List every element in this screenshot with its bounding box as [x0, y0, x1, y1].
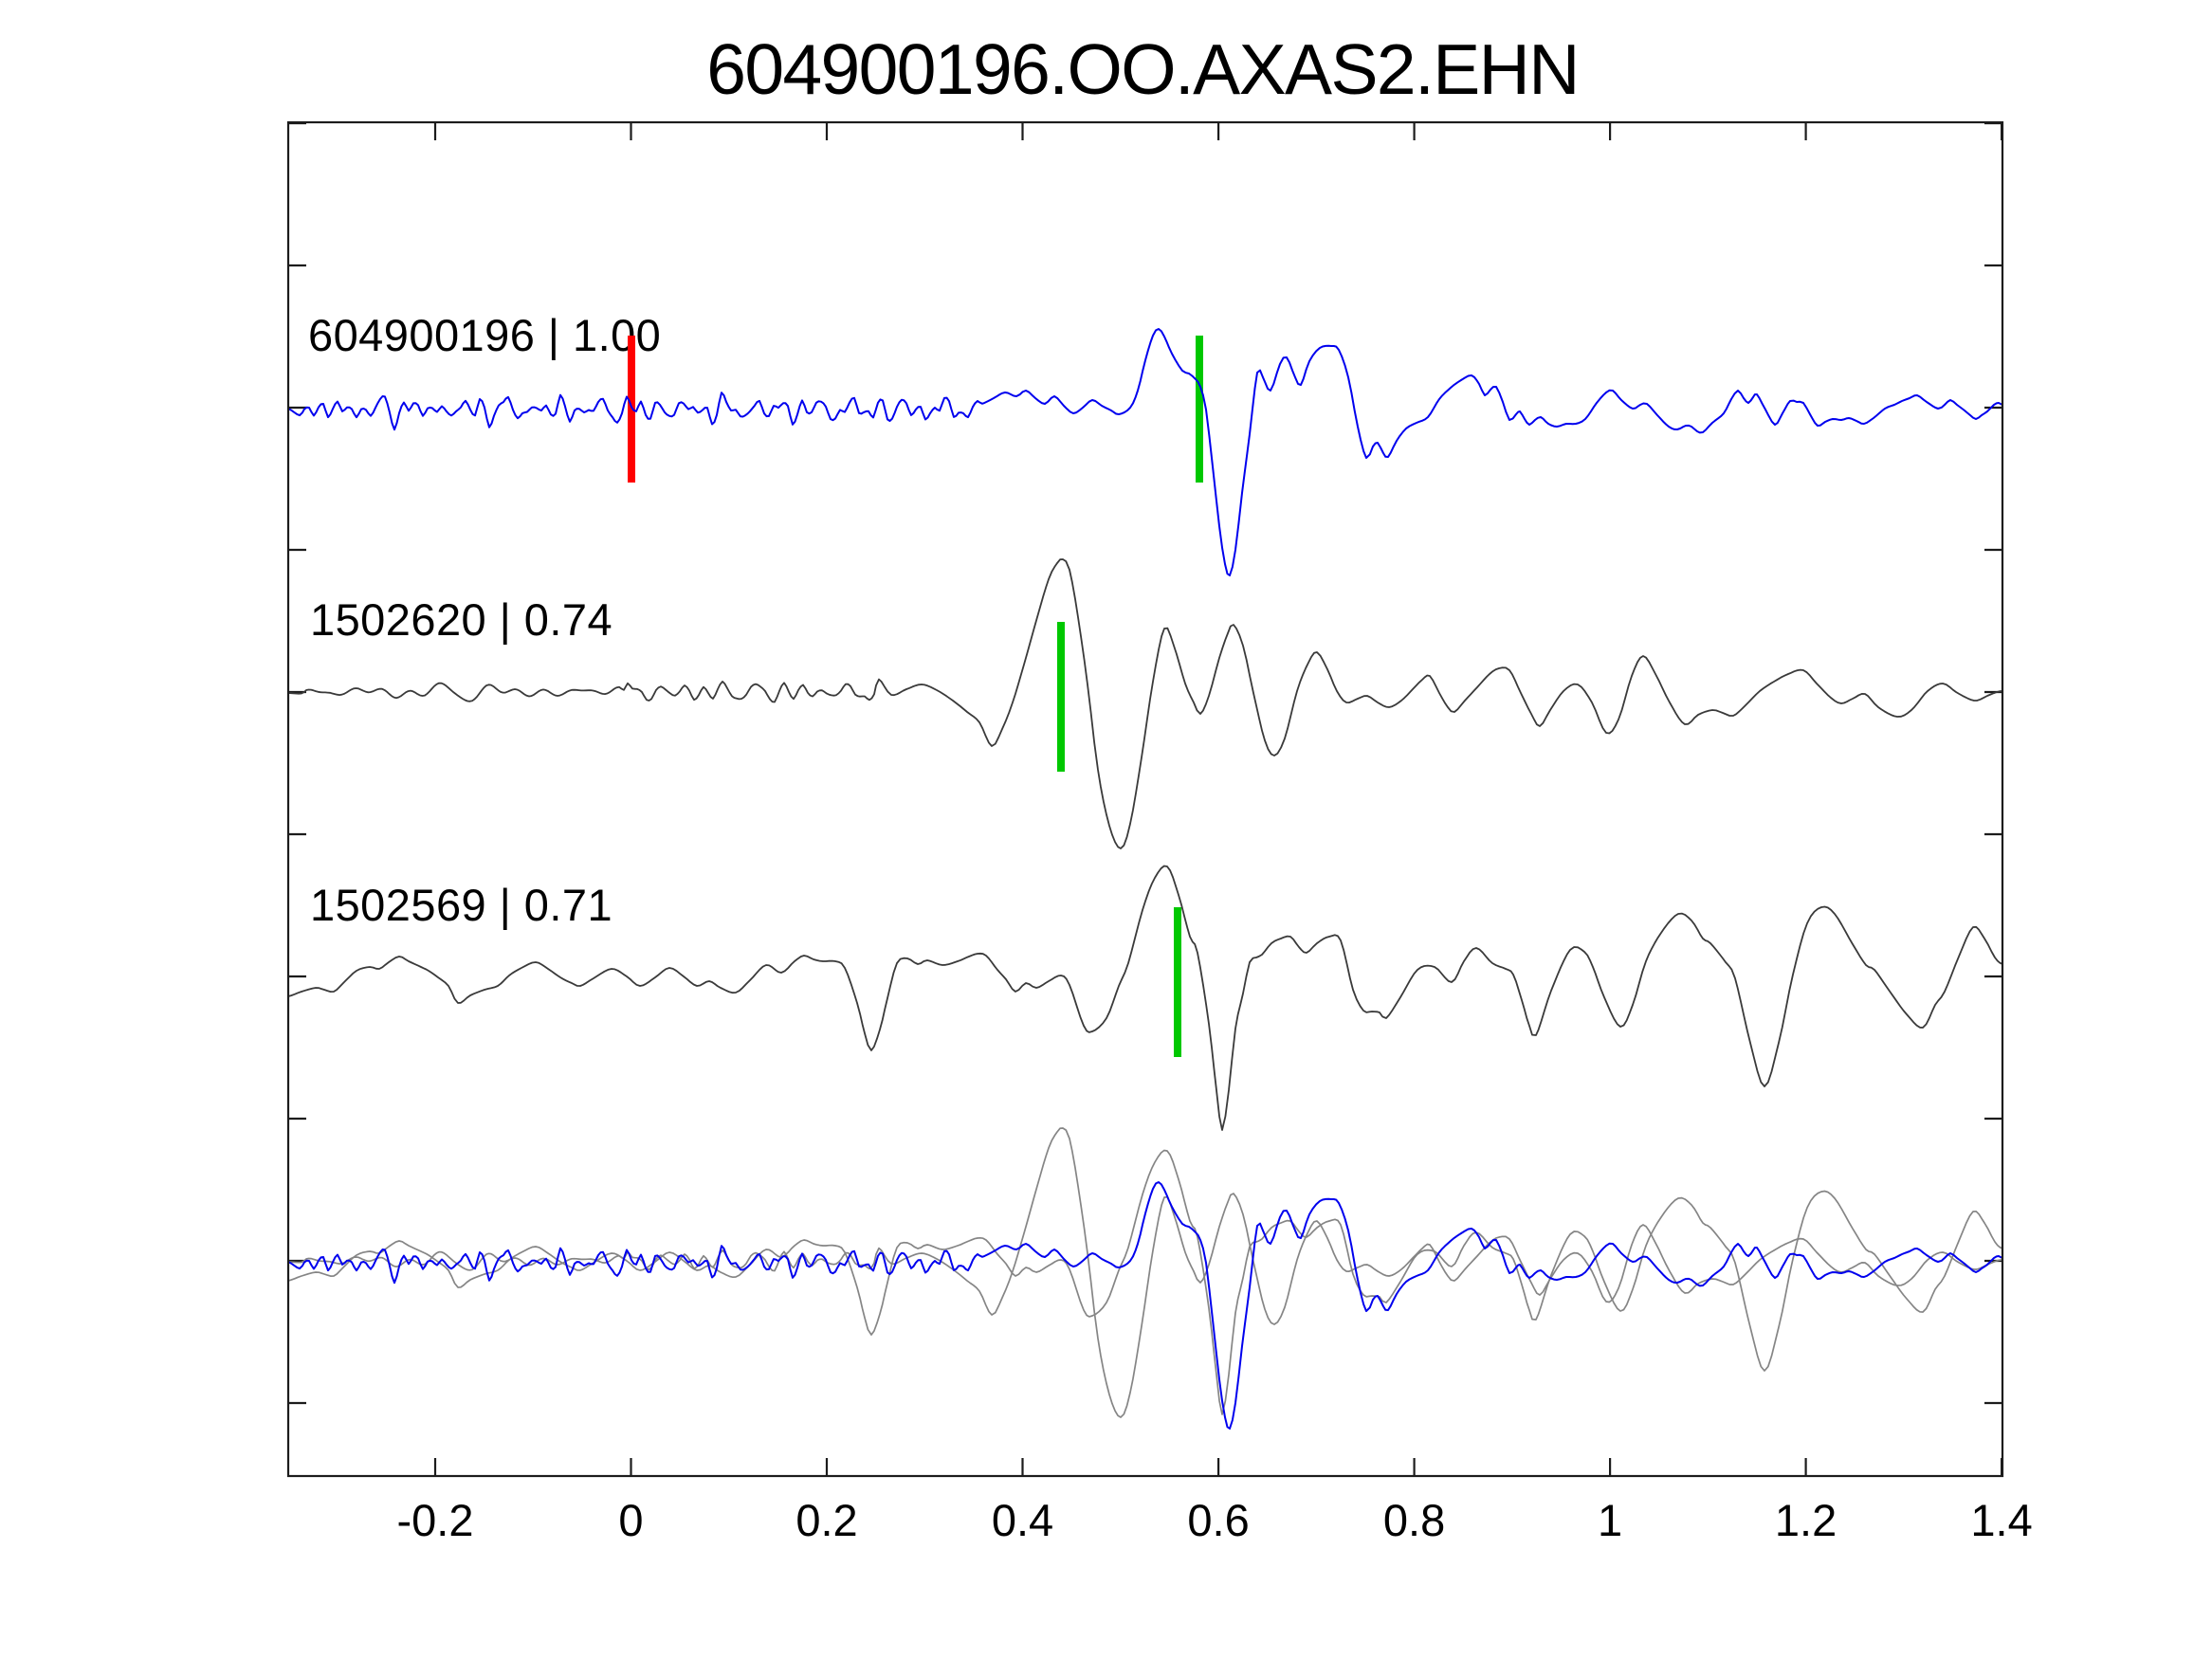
- svg-text:604900196 | 1.00: 604900196 | 1.00: [308, 310, 661, 360]
- svg-text:0.2: 0.2: [795, 1495, 857, 1545]
- svg-text:-0.2: -0.2: [397, 1495, 474, 1545]
- svg-text:1.2: 1.2: [1775, 1495, 1837, 1545]
- svg-text:1502620 | 0.74: 1502620 | 0.74: [310, 594, 612, 645]
- svg-text:1502569 | 0.71: 1502569 | 0.71: [310, 880, 612, 930]
- svg-text:0.8: 0.8: [1383, 1495, 1445, 1545]
- svg-text:604900196.OO.AXAS2.EHN: 604900196.OO.AXAS2.EHN: [706, 29, 1579, 109]
- svg-text:1.4: 1.4: [1970, 1495, 2032, 1545]
- svg-text:0.4: 0.4: [992, 1495, 1053, 1545]
- svg-text:1: 1: [1598, 1495, 1622, 1545]
- svg-text:0.6: 0.6: [1187, 1495, 1249, 1545]
- svg-text:0: 0: [618, 1495, 643, 1545]
